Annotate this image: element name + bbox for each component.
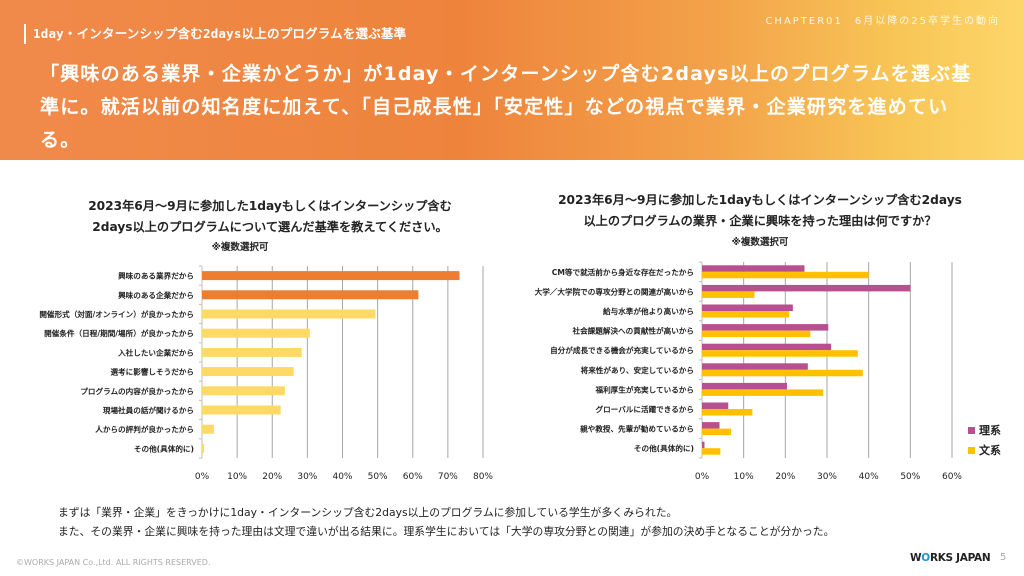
bar-bunkei <box>702 330 811 338</box>
headline: 「興味のある業界・企業かどうか」が1day・インターンシップ含む2days以上の… <box>40 63 972 151</box>
bar <box>202 367 294 377</box>
page-number: 5 <box>1000 552 1007 563</box>
legend-label-rikei: 理系 <box>979 424 1001 437</box>
legend-swatch-rikei <box>968 426 975 434</box>
right-chart-title: 2023年6月～9月に参加した1dayもしくはインターンシップ含む2days 以… <box>530 190 990 232</box>
bar <box>202 443 205 453</box>
category-label: 興味のある企業だから <box>118 290 194 300</box>
x-tick-label: 40% <box>859 472 879 482</box>
legend-swatch-bunkei <box>968 446 975 454</box>
section-title: 1day・インターンシップ含む2days以上のプログラムを選ぶ基準 <box>24 24 406 44</box>
bar <box>202 424 214 434</box>
category-label: プログラムの内容が良かったから <box>80 386 194 396</box>
category-label: 興味のある業界だから <box>118 271 194 281</box>
right-bar-chart: 0% 10% 20% 30% 40% 50% 60% CM等で就活前から身近な存在だったから大… <box>535 261 962 482</box>
bar <box>202 271 460 281</box>
category-label: 社会課題解決への貢献性が高いから <box>572 326 695 336</box>
left-bar-chart: 0% 10% 20% 30% 40% 50% 60% 70% 80% 興味のある業界だから興味のあ… <box>39 265 493 482</box>
right-chart-title-line-2: 以上のプログラムの業界・企業に興味を持った理由は何ですか？ <box>583 214 937 228</box>
category-label: 開催形式（対面/オンライン）が良かったから <box>39 309 194 319</box>
bar <box>202 347 302 357</box>
x-tick-label: 0% <box>195 472 210 482</box>
x-tick-label: 30% <box>297 472 317 482</box>
left-chart-title-line-1: 2023年6月～9月に参加した1dayもしくはインターンシップ含む <box>88 199 452 213</box>
bar-rikei <box>702 265 805 272</box>
right-chart-title-line-1: 2023年6月～9月に参加した1dayもしくはインターンシップ含む2days <box>558 193 962 207</box>
chapter-label: CHAPTER01 6月以降の25卒学生の動向 <box>765 16 1000 27</box>
bar-rikei <box>702 382 787 390</box>
left-chart-title-line-2: 2days以上のプログラムについて選んだ基準を教えてください。 <box>92 220 448 234</box>
legend-item-rikei: 理系 <box>968 420 1001 440</box>
bar-bunkei <box>702 271 869 279</box>
category-label: 自分が成長できる機会が充実しているから <box>550 345 694 355</box>
bar-bunkei <box>702 311 790 318</box>
bar-rikei <box>702 422 720 429</box>
category-label: 選考に影響しそうだから <box>110 367 194 377</box>
legend-label-bunkei: 文系 <box>979 444 1001 457</box>
bar <box>202 290 419 300</box>
logo-rest: RKS JAPAN <box>929 552 991 564</box>
bar <box>202 309 376 319</box>
right-chart-note: ※複数選択可 <box>731 237 789 248</box>
x-tick-label: 40% <box>332 472 352 482</box>
legend-item-bunkei: 文系 <box>968 440 1001 460</box>
copyright: ©WORKS JAPAN Co.,Ltd. ALL RIGHTS RESERVE… <box>16 558 211 567</box>
bar-rikei <box>702 402 729 409</box>
left-chart-title: 2023年6月～9月に参加した1dayもしくはインターンシップ含む 2days以… <box>40 196 500 238</box>
category-label: その他(具体的に) <box>634 443 694 453</box>
bar-rikei <box>702 284 911 292</box>
works-japan-logo: WORKS JAPAN <box>910 552 991 564</box>
bar-bunkei <box>702 428 732 436</box>
category-label: 将来性があり、安定しているから <box>581 365 694 375</box>
bar-bunkei <box>702 448 721 455</box>
bar-bunkei <box>702 389 824 396</box>
category-label: 人からの評判が良かったから <box>94 424 194 434</box>
bar <box>202 405 281 415</box>
x-tick-label: 50% <box>368 472 388 482</box>
x-tick-label: 20% <box>262 472 282 482</box>
logo-o: O <box>921 552 930 564</box>
category-label: 親や教授、先輩が勧めているから <box>580 424 694 434</box>
x-tick-label: 0% <box>695 472 710 482</box>
summary-text: まずは「業界・企業」をきっかけに1day・インターンシップ含む2days以上のプ… <box>58 503 834 541</box>
x-tick-label: 10% <box>734 472 754 482</box>
bar-rikei <box>702 441 705 449</box>
bar <box>202 328 310 338</box>
x-tick-label: 70% <box>438 472 458 482</box>
left-chart-note: ※複数選択可 <box>211 242 269 253</box>
category-label: 入社したい企業だから <box>117 347 194 357</box>
x-tick-label: 80% <box>473 472 493 482</box>
category-label: その他(具体的に) <box>134 443 194 453</box>
right-chart-legend: 理系 文系 <box>968 420 1001 460</box>
bar-rikei <box>702 304 793 311</box>
category-label: 給与水準が他より高いから <box>603 306 694 316</box>
x-tick-label: 30% <box>817 472 837 482</box>
category-label: 福利厚生が充実しているから <box>595 384 695 394</box>
category-label: CM等で就活前から身近な存在だったから <box>552 267 694 277</box>
category-label: 開催条件（日程/期間/場所）が良かったから <box>44 328 194 338</box>
bar-rikei <box>702 363 808 370</box>
bar <box>202 386 285 396</box>
header-banner: CHAPTER01 6月以降の25卒学生の動向 1day・インターンシップ含む2… <box>0 0 1024 160</box>
summary-line-1: まずは「業界・企業」をきっかけに1day・インターンシップ含む2days以上のプ… <box>58 506 678 519</box>
summary-line-2: また、その業界・企業に興味を持った理由は文理で違いが出る結果に。理系学生において… <box>58 525 835 538</box>
bar-bunkei <box>702 291 755 298</box>
x-tick-label: 50% <box>900 472 920 482</box>
x-tick-label: 20% <box>775 472 795 482</box>
x-tick-label: 60% <box>942 472 962 482</box>
logo-w: W <box>910 552 922 564</box>
bar-rikei <box>702 343 832 351</box>
category-label: グローバルに活躍できるから <box>596 404 695 414</box>
bar-rikei <box>702 324 829 331</box>
bar-bunkei <box>702 409 753 416</box>
category-label: 大学／大学院での専攻分野との関連が高いから <box>535 286 694 296</box>
bar-bunkei <box>702 350 858 357</box>
x-tick-label: 60% <box>403 472 423 482</box>
x-tick-label: 10% <box>227 472 247 482</box>
category-label: 現場社員の話が聞けるから <box>103 405 194 415</box>
bar-bunkei <box>702 369 863 377</box>
